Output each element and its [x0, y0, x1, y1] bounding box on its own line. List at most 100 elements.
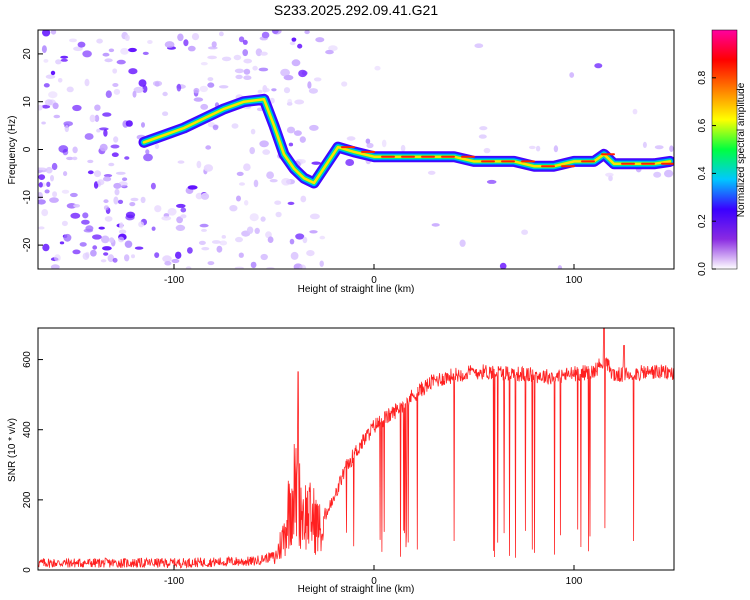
spectrogram-blob	[309, 213, 320, 220]
spectrogram-blob	[134, 246, 144, 250]
y-tick-label: -10	[22, 190, 33, 205]
spectrogram-blob	[92, 245, 98, 250]
spectrogram-blob	[669, 145, 674, 152]
spectrogram-blob	[262, 85, 268, 93]
spectrogram-blob	[243, 68, 251, 75]
spectrogram-blob	[154, 143, 160, 150]
spectrogram-blob	[140, 196, 146, 204]
spectrogram-blob	[286, 126, 296, 134]
spectrogram-blob	[113, 88, 121, 95]
spectrogram-blob	[83, 228, 94, 233]
spectrogram-blob	[486, 179, 497, 184]
spectrogram-blob	[154, 252, 160, 258]
spectrogram-blob	[345, 159, 355, 166]
spectrogram-blob	[199, 223, 209, 228]
spectrogram-blob	[69, 38, 77, 43]
spectrogram-y-ticks: -20 -10 0 10 20	[22, 48, 43, 252]
spectrogram-blob	[249, 147, 255, 155]
spectrogram-blob	[162, 255, 172, 263]
spectrogram-blob	[308, 88, 318, 94]
spectrogram-blob	[125, 120, 133, 127]
spectrogram-blob	[261, 31, 270, 39]
spectrogram-blob	[298, 69, 307, 78]
spectrogram-x-label: Height of straight line (km)	[298, 284, 415, 295]
spectrogram-blob	[114, 188, 120, 196]
spectrogram-blob	[177, 160, 185, 164]
spectrogram-blob	[243, 163, 251, 171]
x-tick-label: -100	[164, 576, 184, 587]
spectrogram-blob	[207, 77, 214, 82]
spectrogram-blob	[55, 59, 62, 65]
spectrogram-blob	[235, 236, 243, 243]
spectrogram-blob	[43, 59, 49, 63]
spectrogram-blob	[212, 124, 219, 131]
spectrogram-blob	[302, 236, 308, 244]
spectrogram-blob	[207, 82, 215, 88]
spectrogram-blob	[287, 201, 295, 205]
spectrogram-blob	[365, 138, 371, 144]
x-tick-label: 0	[371, 576, 377, 587]
spectrogram-blob	[211, 240, 221, 244]
spectrogram-blob	[72, 146, 78, 154]
colorbar-tick-label: 0.6	[697, 118, 708, 132]
colorbar-tick-label: 0.0	[697, 262, 708, 276]
spectrogram-blob	[253, 179, 259, 188]
spectrogram-blob	[117, 199, 124, 204]
spectrogram-blob	[221, 235, 226, 239]
spectrogram-blob	[187, 185, 198, 190]
spectrogram-blob	[187, 45, 196, 52]
spectrogram-blob	[231, 123, 239, 129]
spectrogram-blob	[122, 177, 128, 181]
spectrogram-blob	[104, 58, 113, 63]
spectrogram-blob	[99, 143, 108, 152]
spectrogram-blob	[116, 59, 126, 65]
spectrogram-blob	[131, 254, 135, 259]
colorbar-gradient	[711, 29, 738, 270]
spectrogram-blob	[474, 43, 484, 48]
y-tick-label: 20	[22, 48, 33, 60]
y-tick-label: 0	[22, 146, 33, 152]
spectrogram-blob	[128, 47, 137, 53]
spectrogram-blob	[171, 258, 180, 264]
spectrogram-blob	[250, 261, 257, 269]
spectrogram-blob	[283, 74, 294, 81]
spectrogram-blob	[293, 130, 302, 136]
spectrogram-blob	[254, 227, 260, 234]
spectrogram-blob	[54, 254, 61, 262]
spectrogram-blob	[654, 145, 664, 150]
spectrogram-blob	[82, 50, 92, 58]
spectrogram-blob	[238, 36, 245, 43]
spectrogram-blob	[60, 55, 69, 59]
spectrogram-blob	[295, 233, 305, 240]
spectrogram-blob	[102, 112, 112, 117]
figure-title: S233.2025.292.09.41.G21	[274, 2, 438, 18]
spectrogram-blob	[325, 49, 334, 55]
spectrogram-blob	[211, 41, 217, 48]
spectrogram-blob	[183, 39, 189, 47]
x-tick-label: 100	[566, 576, 583, 587]
spectrogram-blob	[164, 261, 172, 266]
spectrogram-blob	[141, 122, 145, 128]
spectrogram-blob	[43, 83, 50, 88]
spectrogram-blob	[151, 226, 156, 231]
spectrogram-blob	[269, 179, 278, 183]
spectrogram-blob	[109, 237, 115, 243]
spectrogram-blob	[177, 33, 184, 42]
spectrogram-blob	[142, 51, 149, 56]
spectrogram-blob	[257, 89, 263, 94]
spectrogram-ridge	[138, 93, 674, 189]
spectrogram-blob	[112, 257, 118, 263]
spectrogram-blob	[128, 68, 138, 75]
spectrogram-blob	[154, 205, 162, 213]
spectrogram-blob	[113, 136, 119, 143]
snr-y-ticks: 0 200 400 600	[22, 351, 43, 573]
spectrogram-blob	[427, 170, 436, 175]
spectrogram-blob	[100, 259, 107, 263]
spectrogram-blob	[103, 199, 109, 204]
spectrogram-blob	[297, 43, 303, 49]
spectrogram-blob	[250, 128, 256, 135]
spectrogram-blob	[374, 65, 381, 71]
spectrogram-blob	[300, 195, 307, 203]
spectrogram-blob	[73, 46, 83, 52]
